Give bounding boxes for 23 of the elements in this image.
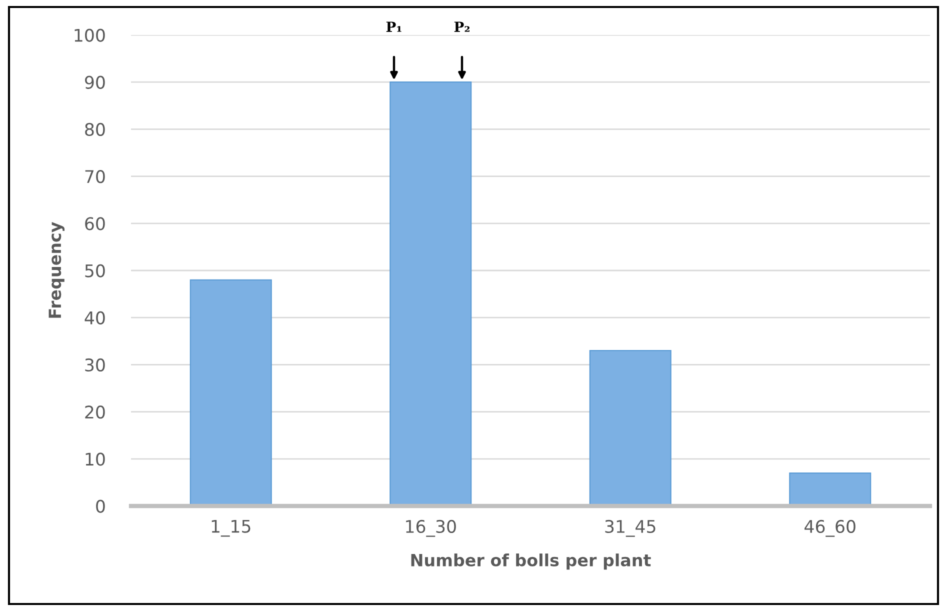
y-tick-label: 70 [85,170,105,184]
x-axis-title: Number of bolls per plant [411,554,651,570]
y-tick-label: 30 [85,358,105,372]
x-tick-label: 31_45 [605,520,656,537]
x-tick-label: 16_30 [406,520,456,537]
bar [789,472,872,506]
bar [589,350,672,506]
y-tick-label: 10 [86,452,105,466]
text: P₂ [454,22,470,32]
y-tick-label: 20 [85,406,105,419]
y-tick-label: 0 [96,500,105,513]
y-tick-label: 80 [85,122,105,136]
text: P₁ [386,22,402,32]
y-axis-title: Frequency [48,222,65,318]
x-tick-label: 1_15 [212,520,250,537]
bar [190,279,272,506]
bar [390,82,472,506]
y-tick-label: 90 [85,76,105,89]
y-tick-label: 50 [85,264,105,278]
y-tick-label: 100 [74,28,105,42]
y-tick-label: 40 [84,311,105,324]
x-tick-label: 46_60 [804,520,856,537]
y-tick-label: 60 [85,217,105,230]
